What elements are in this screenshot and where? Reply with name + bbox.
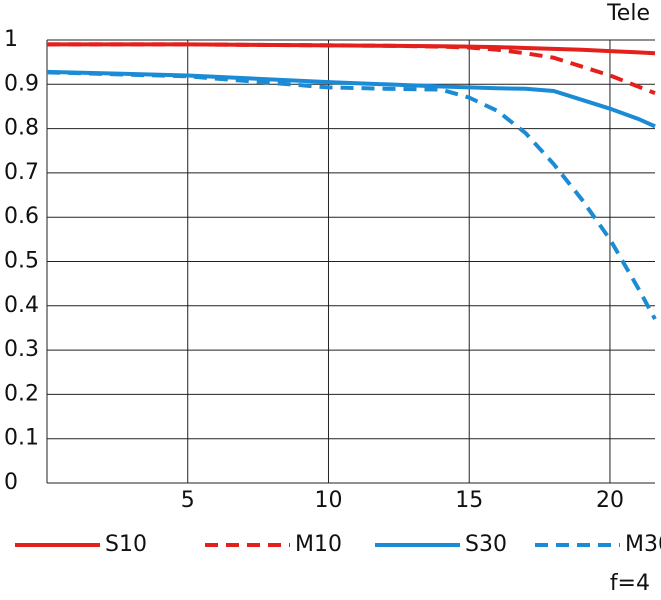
x-tick-label: 20: [596, 488, 624, 513]
x-tick-label: 10: [314, 488, 342, 513]
annotation: f=4: [610, 571, 650, 596]
legend-label: S10: [105, 532, 147, 557]
legend-label: M30: [625, 532, 661, 557]
y-tick-label: 0.8: [4, 116, 39, 141]
y-tick-label: 0.5: [4, 249, 39, 274]
y-tick-label: 0.7: [4, 160, 39, 185]
x-tick-label: 5: [181, 488, 195, 513]
x-tick-label: 15: [455, 488, 483, 513]
y-tick-label: 0.1: [4, 426, 39, 451]
y-tick-label: 0: [4, 470, 18, 495]
y-tick-label: 0.6: [4, 204, 39, 229]
y-tick-label: 0.2: [4, 381, 39, 406]
chart-title: Tele: [606, 1, 650, 26]
series-line: [46, 70, 657, 321]
y-tick-label: 0.4: [4, 293, 39, 318]
legend-label: S30: [465, 532, 507, 557]
y-tick-label: 0.3: [4, 337, 39, 362]
y-tick-label: 1: [4, 27, 18, 52]
legend-label: M10: [295, 532, 342, 557]
series-line: [47, 42, 656, 96]
series-line: [46, 69, 656, 129]
y-tick-label: 0.9: [4, 71, 39, 96]
